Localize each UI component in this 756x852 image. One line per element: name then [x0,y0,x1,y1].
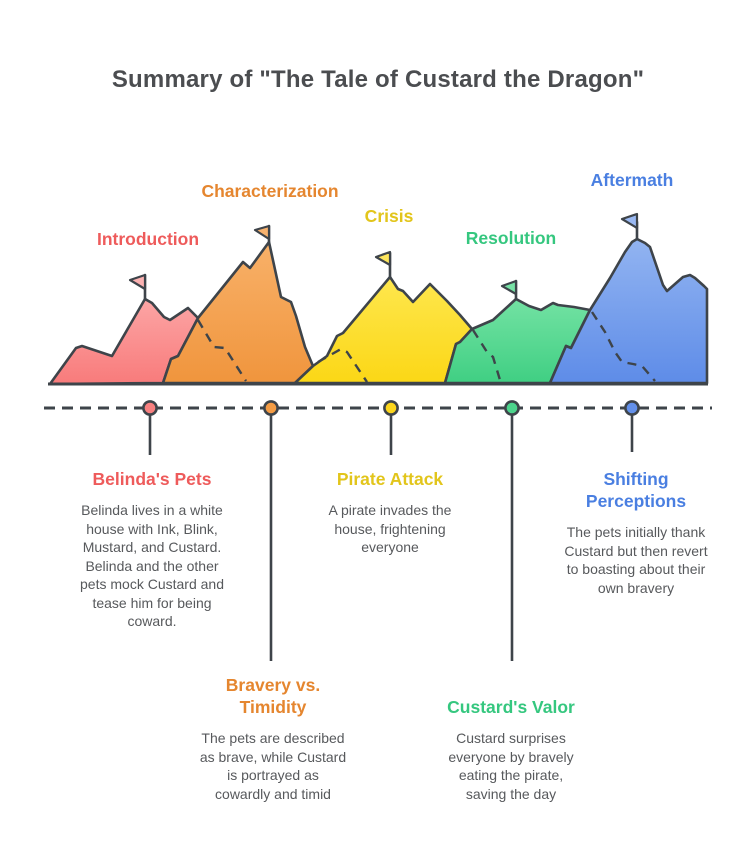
mountain-aftermath [548,237,709,385]
stage-label-characterization: Characterization [201,181,339,201]
timeline-dot-introduction [142,400,158,416]
hidden-slope-characterization [317,347,368,383]
milestone-body: A pirate invades the house, frightening … [328,502,452,555]
milestone-body: Belinda lives in a white house with Ink,… [80,502,224,629]
stage-label-aftermath: Aftermath [590,170,674,190]
milestone-heading: Pirate Attack [336,469,444,489]
page-title: Summary of "The Tale of Custard the Drag… [111,66,645,93]
milestone-pirate-attack: Pirate Attack A pirate invades the house… [301,468,479,557]
flag-resolution-icon [500,279,518,296]
timeline-dot-aftermath [624,400,640,416]
milestone-shifting-perceptions: Shifting Perceptions The pets initially … [537,468,735,597]
hidden-slope-resolution [590,311,656,382]
flag-characterization-icon [253,224,271,241]
milestone-body: The pets are described as brave, while C… [199,730,347,802]
milestone-belindas-pets: Belinda's Pets Belinda lives in a white … [63,468,241,631]
flag-aftermath-icon [620,212,639,230]
flag-crisis-icon [374,250,392,267]
milestone-custards-valor: Custard's Valor Custard surprises everyo… [420,674,602,803]
stage-label-crisis: Crisis [364,206,414,226]
hidden-slope-introduction [196,319,248,382]
milestone-heading: Belinda's Pets [92,469,212,489]
stage-label-resolution: Resolution [465,228,557,248]
timeline-dot-resolution [504,400,520,416]
milestone-heading: Shifting Perceptions [585,469,687,511]
milestone-body: Custard surprises everyone by bravely ea… [448,730,574,802]
mountain-characterization [161,240,315,385]
milestone-heading: Bravery vs. Timidity [225,675,321,717]
milestone-bravery-vs-timidity: Bravery vs. Timidity The pets are descri… [174,674,372,803]
mountain-crisis [293,275,474,385]
timeline-dot-crisis [383,400,399,416]
milestone-heading: Custard's Valor [447,697,575,717]
timeline-dot-characterization [263,400,279,416]
stage-label-introduction: Introduction [96,229,200,249]
milestone-body: The pets initially thank Custard but the… [564,524,708,596]
flag-introduction-icon [128,273,147,291]
